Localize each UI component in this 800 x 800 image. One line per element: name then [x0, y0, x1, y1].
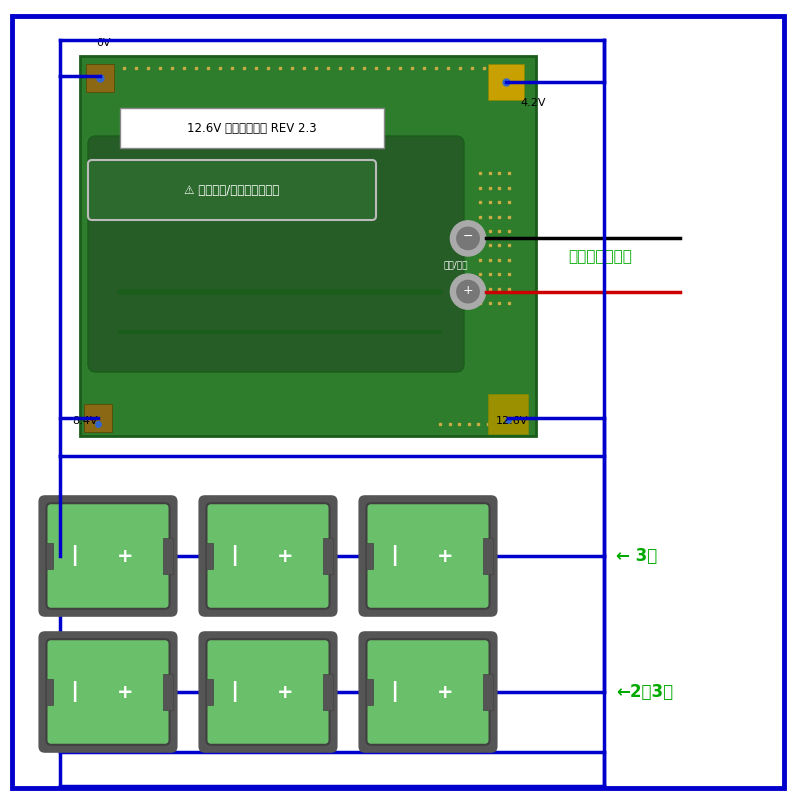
Bar: [206, 543, 213, 569]
Bar: [46, 679, 53, 705]
FancyBboxPatch shape: [38, 631, 178, 753]
FancyBboxPatch shape: [88, 160, 376, 220]
Text: 12.6V: 12.6V: [496, 416, 528, 426]
Text: +: +: [462, 284, 474, 298]
Bar: [366, 679, 373, 705]
Text: +: +: [277, 546, 294, 566]
FancyBboxPatch shape: [206, 503, 330, 609]
Text: +: +: [117, 682, 134, 702]
Text: |: |: [230, 682, 238, 702]
FancyBboxPatch shape: [88, 136, 464, 372]
Bar: [483, 674, 493, 710]
Circle shape: [457, 280, 479, 302]
Circle shape: [450, 221, 486, 256]
Circle shape: [450, 274, 486, 310]
FancyBboxPatch shape: [38, 495, 178, 617]
Text: |: |: [230, 546, 238, 566]
Text: 0V: 0V: [96, 38, 110, 48]
FancyBboxPatch shape: [358, 495, 498, 617]
Text: 充电/放电: 充电/放电: [444, 261, 469, 270]
Text: +: +: [437, 546, 454, 566]
Bar: [86, 64, 114, 92]
Text: +: +: [277, 682, 294, 702]
Text: 12.6V 锂电池保护板 REV 2.3: 12.6V 锂电池保护板 REV 2.3: [187, 122, 317, 134]
Text: +: +: [117, 546, 134, 566]
Text: 8.4V: 8.4V: [72, 416, 98, 426]
Text: |: |: [70, 546, 78, 566]
Bar: [483, 538, 493, 574]
FancyBboxPatch shape: [46, 639, 170, 745]
Bar: [323, 538, 333, 574]
Bar: [46, 543, 53, 569]
Text: |: |: [390, 546, 398, 566]
Bar: [163, 674, 173, 710]
Bar: [163, 538, 173, 574]
FancyBboxPatch shape: [358, 631, 498, 753]
Text: 接充电器、负载: 接充电器、负载: [568, 250, 632, 265]
Bar: [120, 108, 384, 148]
Bar: [488, 64, 524, 100]
FancyBboxPatch shape: [366, 503, 490, 609]
FancyBboxPatch shape: [366, 639, 490, 745]
FancyBboxPatch shape: [206, 639, 330, 745]
Text: 4.2V: 4.2V: [520, 98, 546, 108]
Text: ←2圩3串: ←2圩3串: [616, 683, 673, 701]
Text: ← 3串: ← 3串: [616, 547, 658, 565]
Bar: [488, 394, 528, 434]
Text: |: |: [390, 682, 398, 702]
Bar: [80, 56, 536, 436]
FancyBboxPatch shape: [46, 503, 170, 609]
Text: −: −: [462, 230, 474, 243]
Text: ⚠ 适用电机/电钒，禁止短路: ⚠ 适用电机/电钒，禁止短路: [184, 184, 280, 197]
Bar: [323, 674, 333, 710]
Text: +: +: [437, 682, 454, 702]
Bar: [206, 679, 213, 705]
Text: |: |: [70, 682, 78, 702]
FancyBboxPatch shape: [198, 631, 338, 753]
FancyBboxPatch shape: [198, 495, 338, 617]
Bar: [84, 404, 112, 432]
Circle shape: [457, 227, 479, 250]
Bar: [366, 543, 373, 569]
